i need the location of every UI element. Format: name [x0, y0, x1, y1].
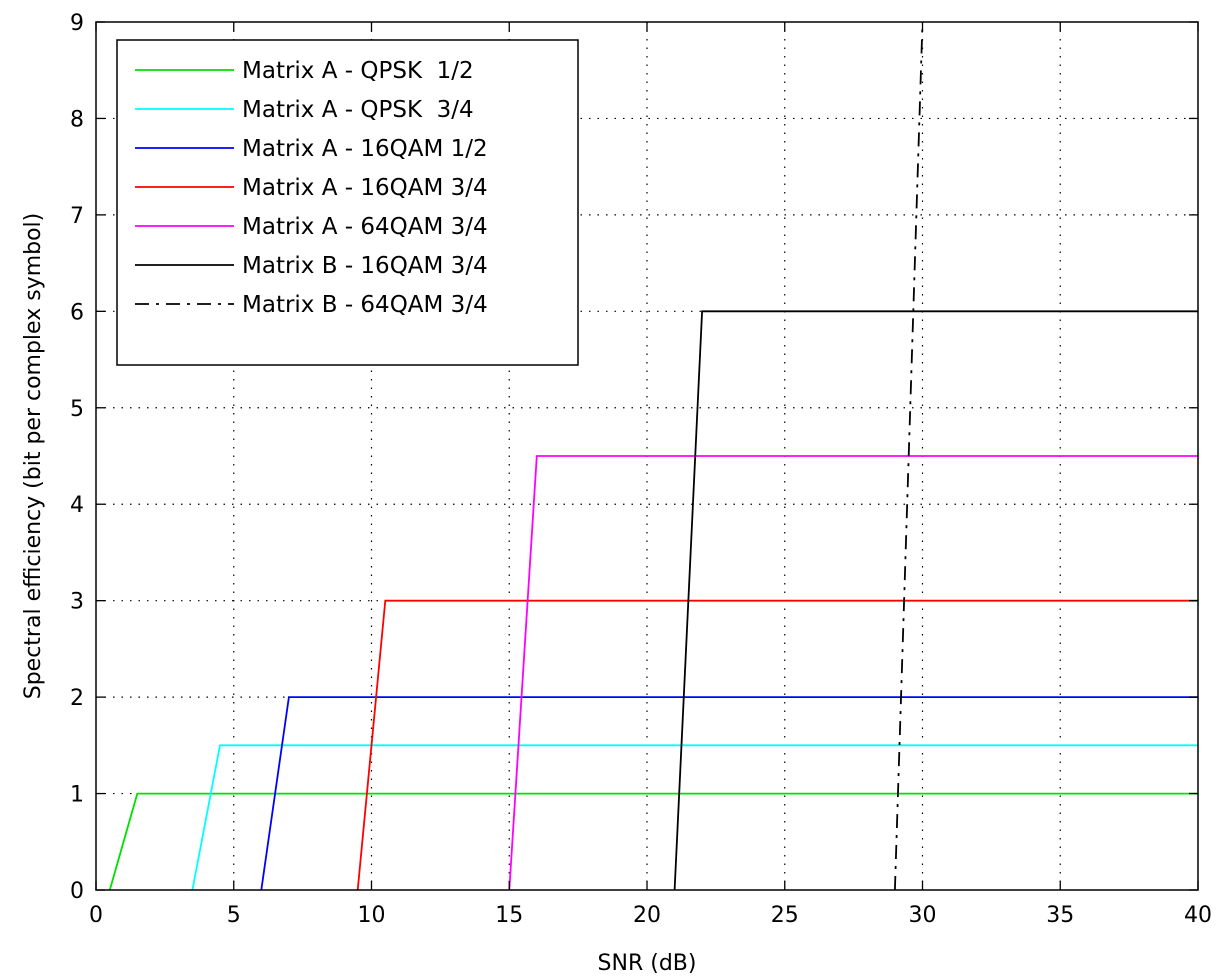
series-line-4	[508, 455, 1198, 891]
y-tick-label: 8	[70, 107, 84, 132]
y-axis-label: Spectral efficiency (bit per complex sym…	[21, 213, 46, 700]
legend-entry-6: Matrix B - 64QAM 3/4	[242, 292, 488, 318]
legend-entry-3: Matrix A - 16QAM 3/4	[242, 175, 488, 201]
x-tick-label: 10	[358, 903, 386, 928]
series-line-0	[108, 792, 1198, 891]
series-line-5	[673, 310, 1198, 891]
ticks	[95, 21, 1199, 891]
legend-entry-5: Matrix B - 16QAM 3/4	[242, 253, 488, 279]
y-tick-label: 3	[70, 590, 84, 615]
series-lines	[108, 21, 1198, 891]
y-tick-label: 0	[70, 879, 84, 904]
series-line-3	[356, 599, 1198, 891]
y-tick-label: 7	[70, 204, 84, 229]
x-tick-label: 40	[1184, 903, 1212, 928]
legend-entry-0: Matrix A - QPSK 1/2	[242, 58, 474, 84]
x-tick-label: 35	[1046, 903, 1074, 928]
y-tick-label: 4	[70, 493, 84, 518]
y-tick-label: 2	[70, 686, 84, 711]
x-tick-labels: 0 5 10 15 20 25 30 35 40	[89, 903, 1212, 928]
x-tick-label: 15	[495, 903, 523, 928]
y-tick-label: 6	[70, 300, 84, 325]
series-line-6	[894, 21, 924, 891]
y-tick-label: 5	[70, 397, 84, 422]
series-line-1	[191, 744, 1198, 891]
legend: Matrix A - QPSK 1/2 Matrix A - QPSK 3/4 Ma…	[116, 39, 579, 366]
series-line-2	[260, 696, 1198, 891]
y-tick-labels: 0 1 2 3 4 5 6 7 8 9	[70, 11, 84, 904]
x-tick-label: 25	[771, 903, 799, 928]
x-tick-label: 30	[909, 903, 937, 928]
x-axis-label: SNR (dB)	[598, 951, 697, 976]
y-tick-label: 9	[70, 11, 84, 36]
x-tick-label: 5	[227, 903, 241, 928]
y-tick-label: 1	[70, 783, 84, 808]
legend-entry-1: Matrix A - QPSK 3/4	[242, 97, 474, 123]
legend-box	[116, 39, 579, 366]
legend-entry-4: Matrix A - 64QAM 3/4	[242, 214, 488, 240]
legend-entry-2: Matrix A - 16QAM 1/2	[242, 136, 488, 162]
x-tick-label: 0	[89, 903, 103, 928]
x-tick-label: 20	[633, 903, 661, 928]
